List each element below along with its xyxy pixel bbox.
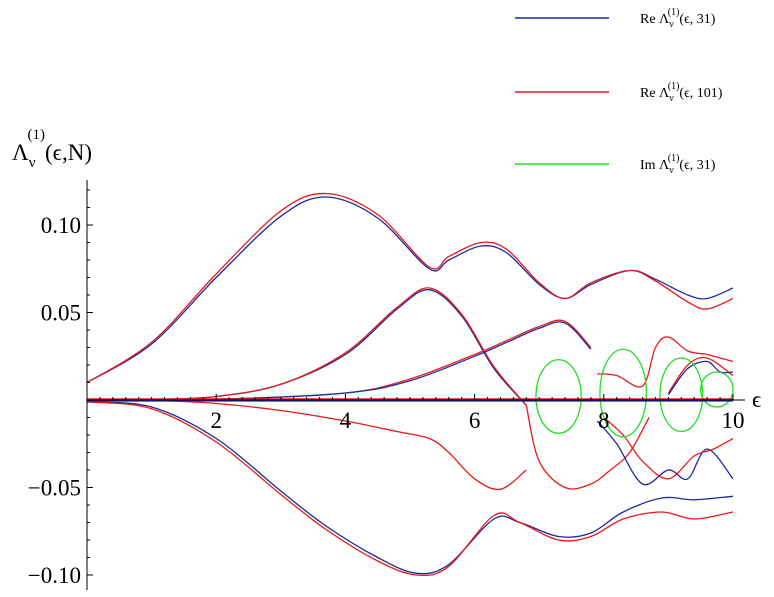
y-tick-label: 0.05 — [41, 301, 81, 326]
series-line-re101-10 — [597, 336, 734, 388]
series-loop-im31-0 — [535, 359, 582, 434]
series-line-re101-12 — [603, 417, 734, 480]
tick-labels-group: 2 4 6 8 10 −0.10 −0.05 0.05 0.10 — [28, 213, 745, 588]
series-loop-im31-3 — [700, 371, 734, 408]
series-line-re31-0 — [86, 196, 734, 384]
x-tick-label: 6 — [469, 408, 481, 433]
series-line-re101-9 — [525, 405, 650, 490]
curves-group — [86, 192, 734, 577]
series-line-re101-3 — [86, 401, 734, 577]
series-loop-im31-1 — [599, 348, 648, 438]
y-axis-title: Λν(1)(ϵ,N) — [12, 127, 92, 171]
y-tick-label: −0.05 — [28, 476, 81, 501]
x-tick-label: 4 — [340, 408, 352, 433]
legend-label-im31: Im Λν(1)(ϵ, 31) — [640, 153, 716, 176]
series-line-re31-4 — [86, 289, 527, 406]
series-line-re101-5 — [86, 287, 527, 406]
x-tick-label: 8 — [598, 408, 610, 433]
x-axis-title: ϵ — [752, 387, 761, 412]
ticks-group — [87, 189, 734, 576]
x-tick-label: 2 — [210, 408, 222, 433]
series-line-re31-2 — [86, 401, 734, 575]
series-line-re101-1 — [86, 192, 734, 384]
series-line-re101-6 — [86, 399, 527, 491]
series-line-re31-14 — [667, 360, 734, 396]
y-tick-label: 0.10 — [41, 213, 81, 238]
series-line-re101-13 — [667, 356, 734, 394]
series-loop-im31-2 — [659, 357, 704, 433]
x-tick-label: 10 — [722, 408, 745, 433]
legend: Re Λν(1)(ϵ, 31) Re Λν(1)(ϵ, 101) Im Λν(1)(… — [515, 7, 723, 176]
y-tick-label: −0.10 — [28, 563, 81, 588]
axes-group — [86, 180, 745, 590]
series-line-re31-11 — [596, 420, 734, 486]
legend-label-re31: Re Λν(1)(ϵ, 31) — [640, 7, 716, 30]
legend-label-re101: Re Λν(1)(ϵ, 101) — [640, 81, 723, 104]
